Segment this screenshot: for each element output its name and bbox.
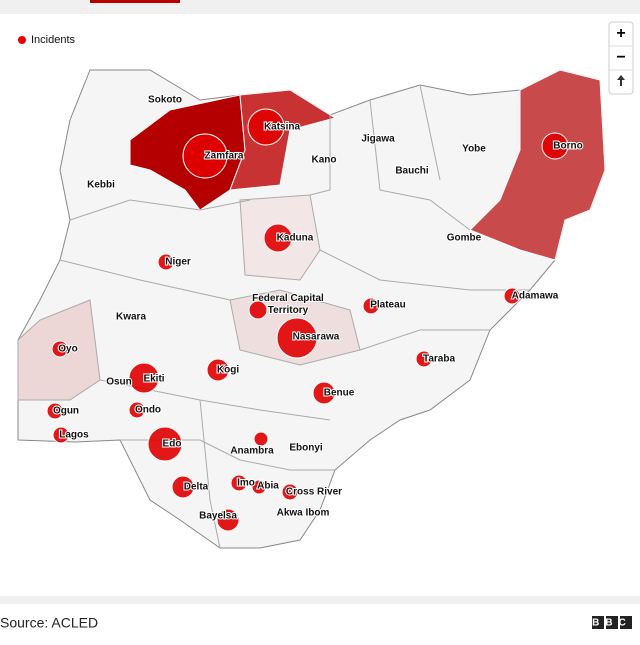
incident-bubble: [276, 317, 318, 359]
incident-bubble: [51, 340, 69, 358]
incident-bubble: [157, 253, 175, 271]
incident-bubble: [312, 381, 336, 405]
state-label: Borno: [553, 141, 582, 152]
state-label: Niger: [165, 257, 191, 268]
logo: BBC: [592, 616, 632, 629]
top-strip: [0, 0, 640, 14]
state-label: Bayelsa: [199, 511, 237, 522]
incident-bubble: [253, 431, 269, 447]
state-label: Ondo: [135, 405, 161, 416]
incident-bubble: [281, 483, 299, 501]
state-label: Cross River: [286, 487, 342, 498]
label-line: Territory: [268, 305, 309, 316]
state-label: Ebonyi: [289, 443, 323, 454]
legend-label: Incidents: [31, 34, 76, 46]
state-label: Abia: [257, 481, 279, 492]
state-label: Gombe: [447, 233, 482, 244]
state-label: Benue: [324, 388, 355, 399]
state-label: Ekiti: [143, 374, 164, 385]
state-label: Kaduna: [277, 233, 314, 244]
zoom-out[interactable]: −: [616, 49, 625, 66]
state-label: Jigawa: [361, 134, 395, 145]
incident-bubble: [362, 297, 380, 315]
incident-bubble: [46, 402, 64, 420]
state-label: Akwa Ibom: [277, 508, 330, 519]
state-label: Oyo: [58, 344, 77, 355]
state-label: Yobe: [462, 144, 486, 155]
reset-view[interactable]: [617, 75, 625, 86]
state-label: Adamawa: [512, 291, 559, 302]
incident-bubble: [251, 479, 267, 495]
incident-bubble: [147, 426, 183, 462]
incident-bubble: [263, 223, 293, 253]
state-label: Nasarawa: [293, 332, 340, 343]
incident-bubble: [171, 475, 195, 499]
zoom-controls: + −: [608, 21, 634, 95]
logo-text: BBC: [592, 618, 632, 629]
top-accent: [90, 0, 180, 3]
state-label: Kwara: [116, 312, 146, 323]
bubble-layer: [46, 108, 569, 532]
incident-bubble: [415, 350, 433, 368]
incident-bubble: [248, 300, 268, 320]
state-label: Bauchi: [395, 166, 429, 177]
incident-bubble: [206, 358, 230, 382]
state-label: Anambra: [230, 446, 274, 457]
incident-bubble: [128, 401, 146, 419]
divider: [0, 596, 640, 604]
state-label: Taraba: [423, 354, 455, 365]
state-label: Katsina: [264, 122, 301, 133]
state-label: Imo: [237, 478, 255, 489]
label-layer: Sokoto Katsina Zamfara Jigawa Kano Yobe Borno B…: [52, 94, 584, 523]
incident-bubble: [247, 108, 285, 146]
incident-bubble: [216, 508, 240, 532]
incident-bubble: [503, 287, 521, 305]
state-label: Kebbi: [87, 180, 115, 191]
state-label: Delta: [184, 482, 209, 493]
state-label: Federal Capital Territory: [252, 293, 324, 316]
state-label: Kogi: [217, 365, 239, 376]
label-line: Federal Capital: [252, 293, 324, 304]
incident-bubble: [182, 133, 228, 179]
state-label: Lagos: [59, 430, 89, 441]
incident-bubble: [128, 362, 160, 394]
country: [17, 69, 606, 549]
state-label: Kano: [312, 155, 337, 166]
state-label: Osun: [106, 377, 132, 388]
zoom-in[interactable]: +: [616, 25, 625, 42]
incident-bubble: [52, 426, 70, 444]
source: Source: ACLED: [0, 615, 98, 631]
incident-bubble: [230, 474, 248, 492]
incident-bubble: [541, 132, 569, 160]
state-label: Zamfara: [205, 151, 244, 162]
state-label: Ogun: [53, 406, 79, 417]
state-label: Edo: [163, 439, 182, 450]
state-label: Sokoto: [148, 95, 182, 106]
state-label: Plateau: [370, 300, 406, 311]
legend-dot: [18, 36, 26, 44]
